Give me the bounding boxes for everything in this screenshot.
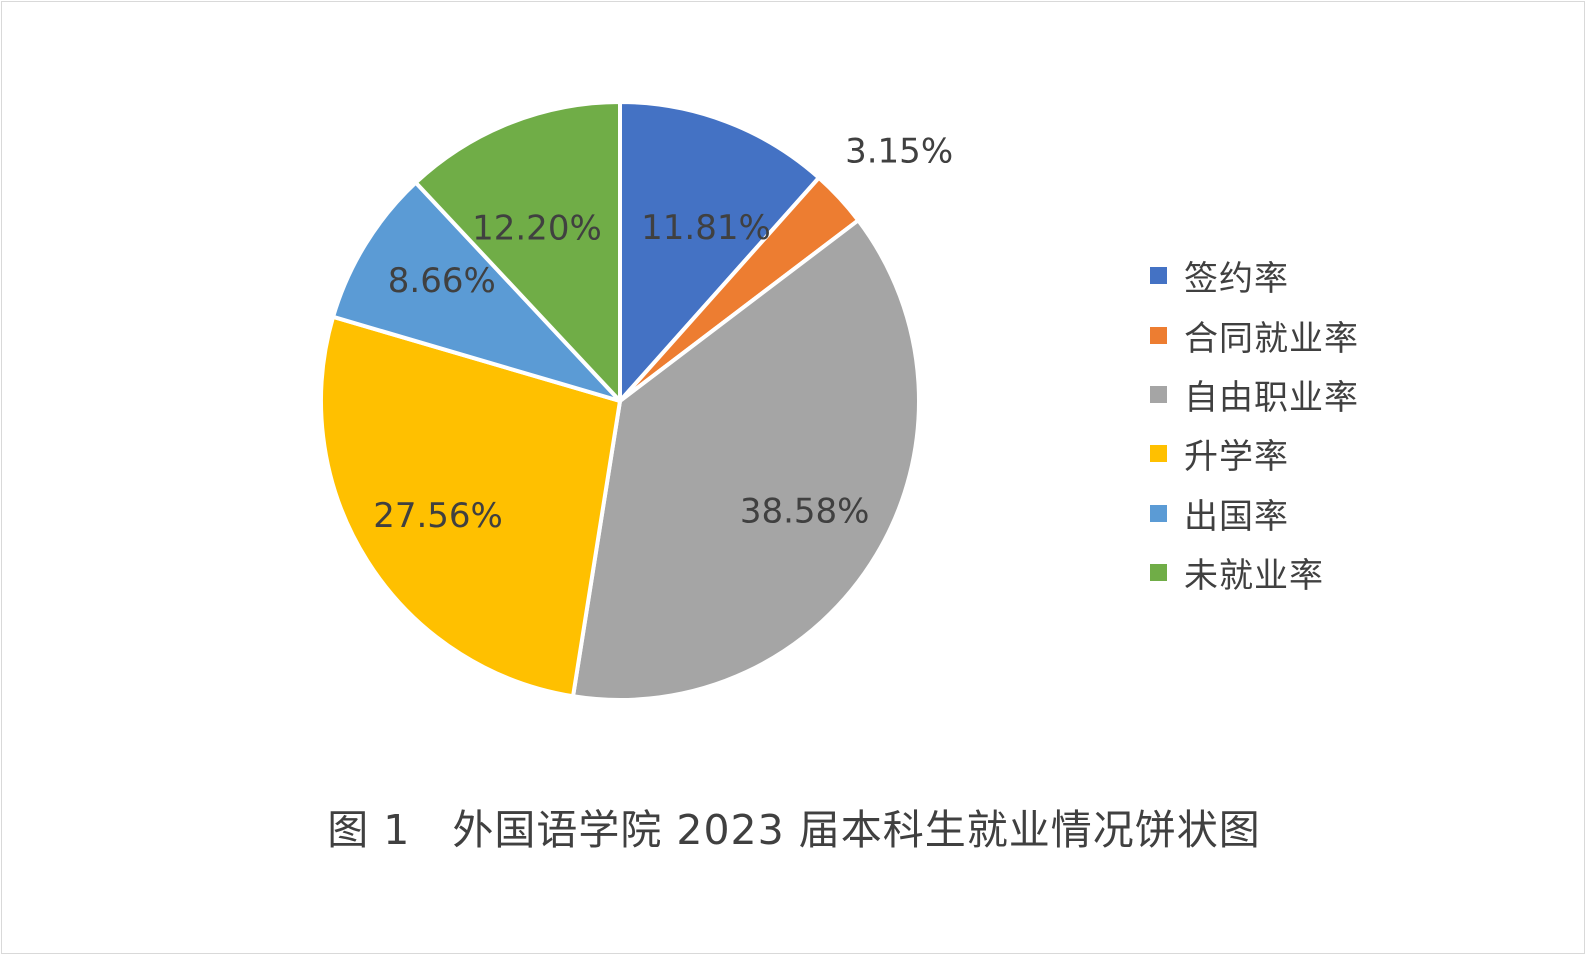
legend-label: 未就业率 — [1184, 556, 1324, 597]
pie-slice-5 — [331, 180, 622, 403]
data-label-1: 11.81% — [641, 208, 771, 248]
data-label-6: 12.20% — [472, 209, 602, 249]
legend-label: 合同就业率 — [1184, 318, 1359, 359]
chart-caption: 图 1 外国语学院 2023 届本科生就业情况饼状图 — [327, 806, 1261, 854]
legend-swatch — [1150, 564, 1167, 582]
pie-slice-1 — [618, 100, 821, 403]
legend-label: 出国率 — [1184, 496, 1289, 537]
legend-label: 自由职业率 — [1184, 377, 1359, 418]
legend-swatch — [1150, 326, 1167, 344]
data-label-5: 8.66% — [388, 261, 496, 301]
legend-item-3: 自由职业率 — [1150, 365, 1359, 424]
legend-swatch — [1150, 504, 1167, 522]
legend-item-4: 升学率 — [1150, 424, 1359, 483]
legend-label: 升学率 — [1184, 437, 1289, 478]
legend-item-6: 未就业率 — [1150, 543, 1359, 602]
legend-item-1: 签约率 — [1150, 246, 1359, 305]
legend-item-5: 出国率 — [1150, 484, 1359, 543]
pie-slice-3 — [571, 218, 921, 702]
data-label-2: 3.15% — [845, 132, 953, 172]
pie-slice-4 — [319, 314, 622, 699]
data-label-3: 38.58% — [740, 492, 870, 532]
legend-swatch — [1150, 267, 1167, 285]
data-label-4: 27.56% — [373, 496, 503, 536]
legend-swatch — [1150, 445, 1167, 463]
legend-item-2: 合同就业率 — [1150, 305, 1359, 364]
chart-legend: 签约率合同就业率自由职业率升学率出国率未就业率 — [1150, 246, 1359, 602]
pie-slice-6 — [413, 100, 622, 403]
legend-swatch — [1150, 385, 1167, 403]
legend-label: 签约率 — [1184, 259, 1289, 300]
